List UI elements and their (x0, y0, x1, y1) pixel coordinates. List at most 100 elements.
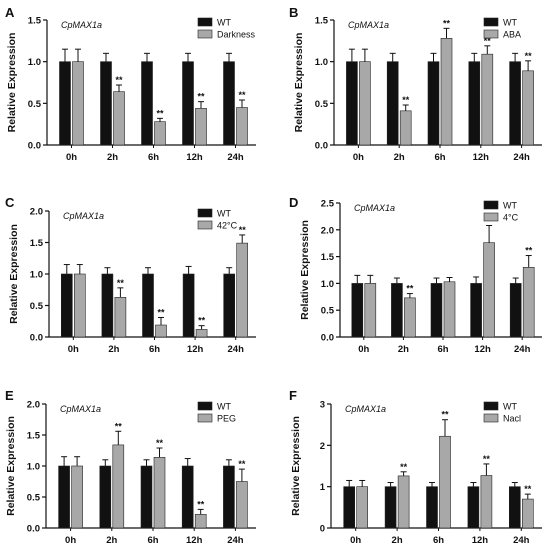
legend-swatch (197, 17, 213, 27)
y-tick-label: 1.5 (27, 431, 41, 442)
legend-label: 42°C (217, 221, 238, 231)
legend-swatch (483, 29, 499, 39)
significance-mark: ** (115, 421, 123, 431)
bar-wt (99, 465, 112, 529)
y-tick-label: 3 (320, 400, 325, 411)
significance-mark: ** (443, 18, 451, 28)
y-tick-label: 1.5 (30, 238, 44, 249)
y-tick-label: 0.5 (27, 493, 41, 504)
x-tick-label: 2h (107, 152, 118, 163)
bar-treatment (236, 107, 248, 146)
y-tick-label: 2.5 (321, 199, 335, 210)
y-axis-label: Relative Expression (8, 224, 20, 324)
y-tick-label: 1.5 (321, 252, 335, 263)
significance-mark: ** (156, 108, 164, 118)
y-tick-label: 1.5 (28, 16, 42, 27)
x-tick-label: 24h (228, 344, 245, 355)
y-axis-label: Relative Expression (299, 220, 311, 320)
x-tick-label: 0h (358, 344, 369, 355)
bar-wt (141, 61, 153, 146)
legend-swatch (197, 208, 213, 218)
y-tick-label: 1.0 (28, 57, 41, 68)
y-tick-label: 0 (320, 524, 325, 535)
y-tick-label: 0.0 (27, 524, 40, 535)
x-tick-label: 12h (474, 344, 491, 355)
x-tick-label: 6h (149, 344, 160, 355)
bar-treatment (155, 324, 167, 338)
bar-wt (467, 486, 480, 529)
y-tick-label: 0.0 (315, 141, 328, 152)
legend-swatch (483, 17, 499, 27)
significance-mark: ** (441, 410, 449, 420)
panel-e: E CpMAX1a Relative Expression 0.0 0.5 1.0 1.5 2… (5, 388, 256, 546)
bar-treatment (356, 486, 369, 529)
significance-mark: ** (239, 225, 247, 235)
bar-treatment (399, 110, 412, 146)
y-axis-label: Relative Expression (290, 416, 302, 516)
bar-treatment (483, 242, 495, 338)
x-tick-label: 12h (187, 344, 204, 355)
y-tick-label: 0.0 (28, 141, 41, 152)
bar-wt (509, 283, 522, 338)
x-tick-label: 0h (68, 344, 79, 355)
x-tick-label: 0h (350, 535, 361, 546)
bar-treatment (440, 38, 453, 146)
y-tick-label: 0.0 (30, 333, 43, 344)
x-tick-label: 12h (473, 152, 490, 163)
x-tick-label: 0h (65, 535, 76, 546)
bar-treatment (236, 481, 248, 529)
bar-treatment (112, 444, 125, 529)
legend-label: PEG (217, 414, 236, 424)
significance-mark: ** (197, 92, 205, 102)
legend-swatch (483, 212, 499, 222)
legend-label: ABA (503, 30, 521, 40)
significance-mark: ** (156, 438, 164, 448)
y-tick-label: 0.5 (28, 99, 42, 110)
legend-label: 4°C (503, 213, 519, 223)
significance-mark: ** (402, 95, 410, 105)
y-tick-label: 1.5 (315, 16, 329, 27)
bar-wt (140, 465, 153, 529)
bar-treatment (397, 475, 410, 529)
bar-treatment (114, 297, 127, 338)
bar-treatment (443, 281, 456, 338)
bar-wt (470, 283, 482, 338)
y-axis-label: Relative Expression (5, 416, 17, 516)
bar-wt (386, 61, 399, 146)
x-tick-label: 6h (437, 344, 448, 355)
bar-treatment (481, 53, 494, 146)
bar-treatment (236, 242, 248, 338)
bar-treatment (113, 91, 125, 146)
y-tick-label: 2.0 (321, 225, 334, 236)
panel-label: B (289, 5, 298, 20)
gene-title: CpMAX1a (61, 20, 102, 30)
y-tick-label: 1.0 (321, 279, 334, 290)
bar-wt (223, 465, 235, 529)
bar-wt (101, 273, 114, 338)
gene-title: CpMAX1a (348, 20, 389, 30)
bar-wt (100, 61, 112, 146)
bar-treatment (522, 267, 535, 338)
bar-treatment (359, 61, 371, 146)
x-tick-label: 24h (513, 152, 530, 163)
bar-treatment (521, 498, 534, 529)
panel-f: F CpMAX1a Relative Expression 0 1 2 3 0h 2h 6h 12h… (289, 388, 542, 546)
legend-swatch (197, 413, 213, 423)
panel-b: B CpMAX1a Relative Expression 0.0 0.5 1.0 1.5 0… (289, 5, 542, 163)
legend-label: Nacl (503, 414, 521, 424)
y-tick-label: 1.0 (315, 57, 328, 68)
bar-wt (391, 283, 403, 338)
x-tick-label: 2h (392, 535, 403, 546)
significance-mark: ** (238, 90, 246, 100)
x-tick-label: 12h (472, 535, 489, 546)
bar-wt (426, 486, 438, 529)
bar-treatment (195, 108, 207, 146)
bar-wt (58, 465, 70, 529)
significance-mark: ** (525, 246, 533, 256)
bar-wt (223, 61, 235, 146)
bar-treatment (480, 475, 493, 529)
bar-wt (223, 273, 235, 338)
gene-title: CpMAX1a (63, 211, 104, 221)
gene-title: CpMAX1a (60, 404, 101, 414)
